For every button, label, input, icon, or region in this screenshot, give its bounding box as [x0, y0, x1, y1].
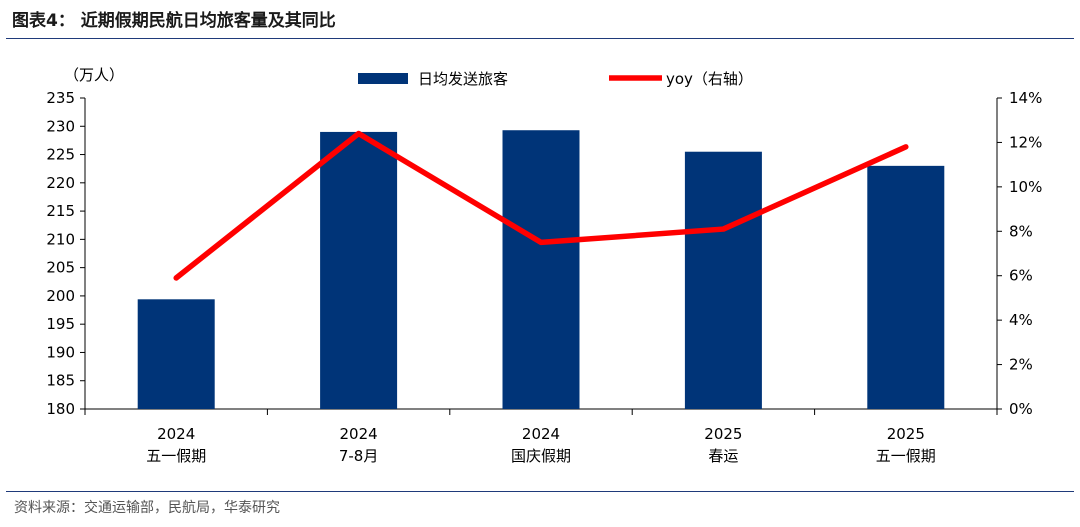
category-label-name: 五一假期	[876, 447, 936, 465]
right-tick-label: 6%	[1009, 267, 1033, 285]
category-label-name: 国庆假期	[511, 447, 571, 465]
bar-4	[684, 151, 762, 409]
left-tick-label: 190	[46, 343, 75, 361]
right-tick-label: 10%	[1009, 178, 1042, 196]
category-label-year: 2025	[704, 425, 742, 443]
left-tick-label: 235	[46, 89, 75, 107]
legend-bar-swatch	[358, 73, 408, 84]
category-label-year: 2025	[887, 425, 925, 443]
left-tick-label: 205	[46, 259, 75, 277]
category-label-name: 五一假期	[146, 447, 206, 465]
left-tick-label: 185	[46, 372, 75, 390]
source-note: 资料来源：交通运输部，民航局，华泰研究	[14, 500, 280, 516]
category-label-year: 2024	[522, 425, 560, 443]
right-tick-label: 2%	[1009, 356, 1033, 374]
legend-line-label: yoy（右轴）	[666, 70, 753, 88]
left-tick-label: 200	[46, 287, 75, 305]
combo-chart: 180 185 190 195 200 205 210 215 220 225 230 235 （万人）…	[46, 66, 1042, 465]
category-label-name: 春运	[708, 447, 738, 465]
right-tick-label: 14%	[1009, 89, 1042, 107]
bottom-rule	[6, 491, 1074, 492]
figure-header: 图表4： 近期假期民航日均旅客量及其同比	[6, 6, 1074, 36]
bar-5	[867, 165, 945, 409]
bar-2	[320, 131, 398, 409]
left-tick-label: 195	[46, 315, 75, 333]
right-tick-label: 12%	[1009, 133, 1042, 151]
left-tick-label: 215	[46, 202, 75, 220]
figure-title: 图表4： 近期假期民航日均旅客量及其同比	[12, 11, 336, 31]
bar-3	[502, 130, 580, 410]
left-tick-label: 230	[46, 117, 75, 135]
category-label-year: 2024	[340, 425, 378, 443]
top-rule	[6, 38, 1074, 39]
right-tick-label: 0%	[1009, 400, 1033, 418]
left-tick-label: 180	[46, 400, 75, 418]
left-tick-label: 225	[46, 146, 75, 164]
category-label-name: 7-8月	[339, 447, 379, 465]
left-axis-unit: （万人）	[64, 66, 124, 84]
right-tick-label: 8%	[1009, 222, 1033, 240]
category-label-year: 2024	[157, 425, 195, 443]
legend-bar-label: 日均发送旅客	[418, 70, 508, 88]
yoy-line	[173, 130, 909, 281]
left-tick-label: 220	[46, 174, 75, 192]
right-tick-label: 4%	[1009, 311, 1033, 329]
bar-1	[137, 299, 215, 409]
left-tick-label: 210	[46, 230, 75, 248]
